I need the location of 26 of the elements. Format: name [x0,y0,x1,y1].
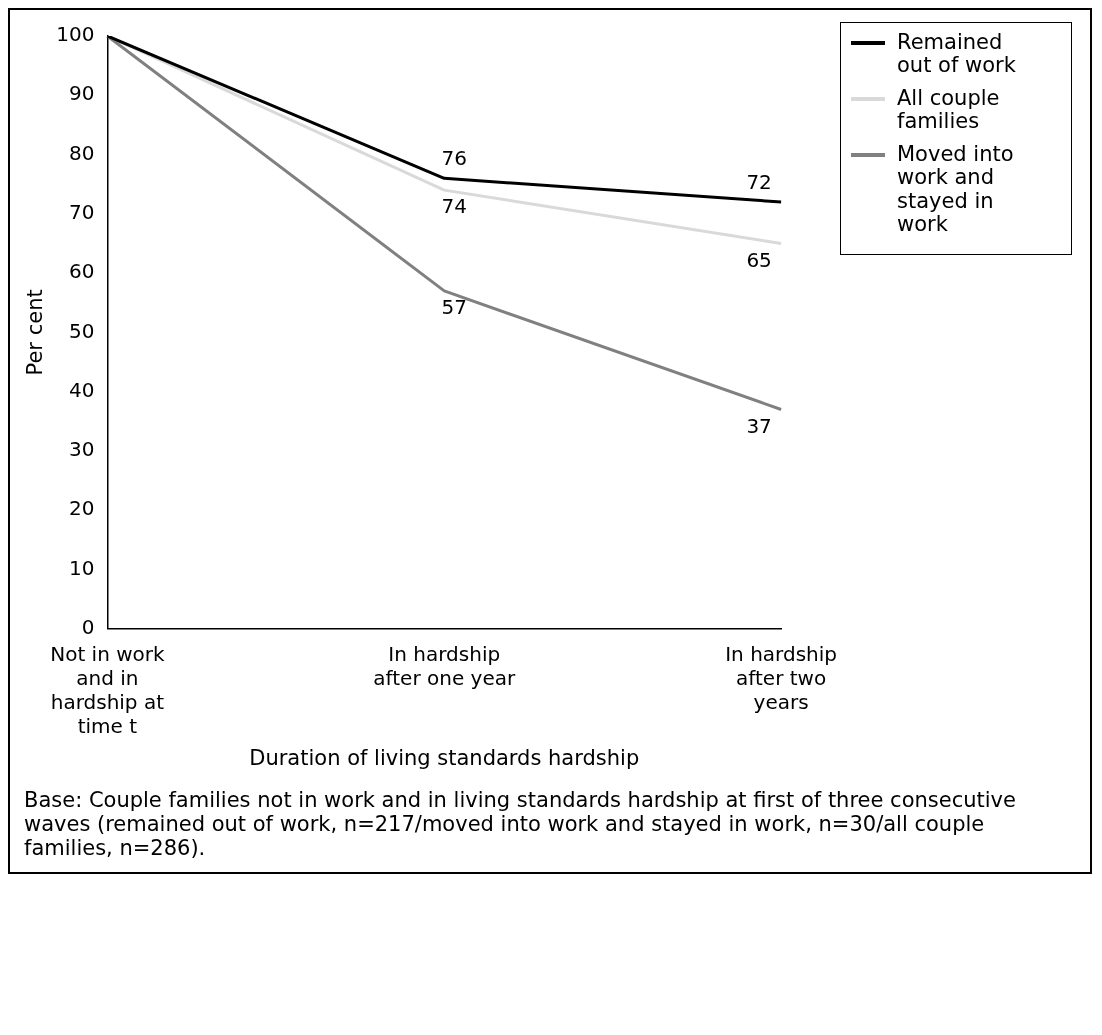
x-tick-label: In hardship after two years [725,642,837,714]
y-tick-label: 100 [56,22,95,47]
data-label: 72 [746,170,772,195]
legend-label: All couple families [897,86,1001,134]
y-tick-label: 40 [68,377,95,402]
y-tick-label: 10 [68,555,95,580]
data-label: 65 [746,247,772,272]
y-tick-label: 80 [68,140,95,165]
y-tick-label: 30 [68,437,95,462]
text: Base: Couple families not in work and in living standards hardship at first of three consecutive waves (remained out of work, n=217/moved into work and stayed in work, n=30/all couple families, n=286). [24,788,1017,861]
y-tick-label: 70 [68,200,95,225]
y-axis-title: Per cent [23,289,48,376]
data-label: 37 [746,413,772,438]
x-tick-label: Not in work and in hardship at time t [50,642,165,738]
data-label: 74 [441,194,467,219]
legend-label: Remained out of work [897,30,1017,78]
x-axis-title: Duration of living standards hardship [249,745,640,770]
y-tick-label: 50 [68,318,95,343]
y-tick-label: 60 [68,259,95,284]
data-label: 76 [441,146,467,171]
legend-label: Moved into work and stayed in work [897,142,1015,236]
y-tick-label: 90 [68,81,95,106]
y-tick-label: 0 [81,615,95,639]
data-label: 57 [441,295,467,320]
x-tick-label: In hardship after one year [373,642,516,690]
y-tick-label: 20 [68,496,95,521]
